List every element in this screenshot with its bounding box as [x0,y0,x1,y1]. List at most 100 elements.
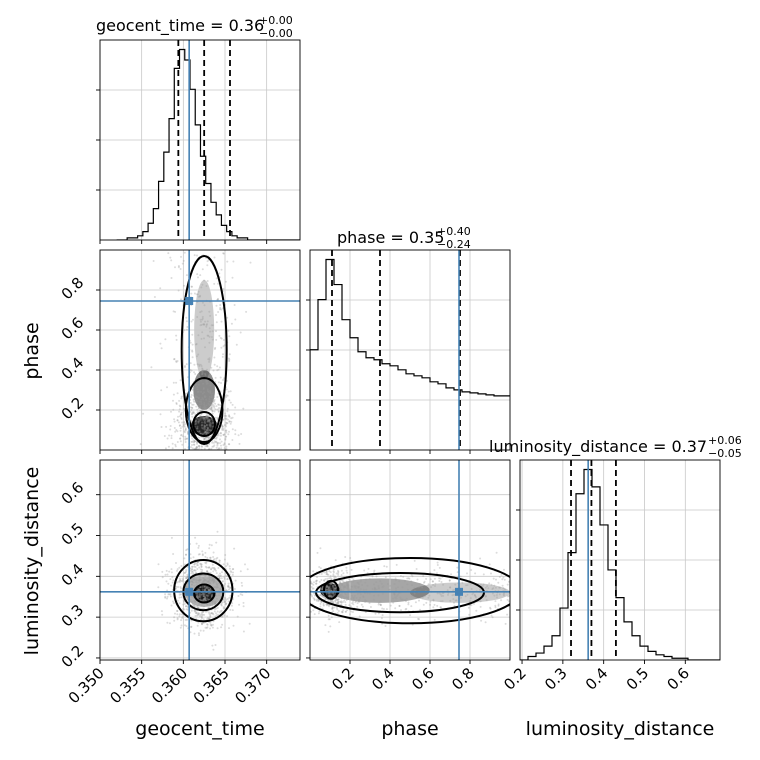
sample-point [210,394,213,397]
sample-point [394,587,397,590]
sample-point [503,592,505,595]
sample-point [479,583,482,586]
sample-point [215,314,217,316]
sample-point [203,323,206,326]
sample-point [160,426,163,428]
sample-point [193,599,196,602]
sample-point [203,586,206,588]
sample-point [225,589,228,592]
sample-point [216,627,219,630]
sample-point [180,580,183,582]
sample-point [217,368,220,371]
sample-point [201,409,204,411]
sample-point [203,432,206,435]
sample-point [312,587,315,590]
sample-point [319,588,322,591]
sample-point [469,599,472,602]
sample-point [221,425,224,428]
sample-point [431,580,434,583]
sample-point [348,589,350,592]
sample-point [185,363,188,366]
sample-point [224,437,227,440]
sample-point [224,438,227,441]
sample-point [179,424,181,427]
sample-point [211,577,214,580]
sample-point [206,264,209,267]
sample-point [218,611,221,614]
sample-point [208,419,211,422]
sample-point [205,580,208,583]
sample-point [195,440,198,443]
panel-frame [309,459,511,661]
sample-point [373,583,375,586]
sample-point [159,342,162,345]
sample-point [205,416,208,419]
sample-point [340,610,343,613]
sample-point [179,593,182,596]
sample-point [161,613,164,616]
sample-point [325,573,328,575]
sample-point [196,595,199,598]
sample-point [186,326,189,328]
sample-point [429,603,432,606]
sample-point [195,343,198,345]
sample-point [185,577,188,580]
sample-point [176,618,179,621]
sample-point [442,583,445,586]
sample-point [230,420,233,423]
sample-point [213,282,216,285]
sample-point [179,580,181,583]
truth-marker [455,587,463,596]
sample-point [355,596,358,599]
sample-point [324,624,327,627]
sample-point [342,601,344,603]
sample-point [425,577,428,580]
sample-point [204,425,207,428]
sample-point [329,587,332,590]
sample-point [186,608,189,611]
sample-point [213,363,216,366]
sample-point [469,582,472,585]
sample-point [212,579,215,581]
sample-point [173,358,176,361]
sample-point [221,601,224,604]
sample-point [337,601,339,603]
sample-point [503,578,506,581]
sample-point [352,603,355,606]
sample-point [337,595,340,597]
sample-point [449,599,452,602]
sample-point [201,550,204,553]
sample-point [228,414,231,417]
sample-point [331,585,334,588]
sample-point [199,318,202,321]
sample-point [223,607,226,609]
sample-point [240,581,243,584]
sample-point [315,580,318,583]
sample-point [191,407,194,409]
sample-point [326,572,328,575]
sample-point [242,630,245,633]
sample-point [207,598,210,601]
sample-point [240,433,243,435]
sample-point [225,447,228,450]
sample-point [492,587,495,590]
sample-point [343,592,346,595]
sample-point [193,605,196,608]
sample-point [164,593,167,596]
sample-point [310,594,313,597]
sample-point [467,606,470,609]
sample-point [362,588,365,591]
sample-point [315,579,318,582]
sample-point [224,603,227,606]
sample-point [170,604,173,607]
sample-point [372,594,375,597]
sample-point [197,553,200,556]
sample-point [234,433,237,436]
sample-point [328,593,331,596]
sample-point [223,424,226,427]
sample-point [174,612,176,615]
sample-point [211,419,214,422]
sample-point [341,583,343,586]
sample-point [176,360,179,362]
sample-point [196,589,199,592]
